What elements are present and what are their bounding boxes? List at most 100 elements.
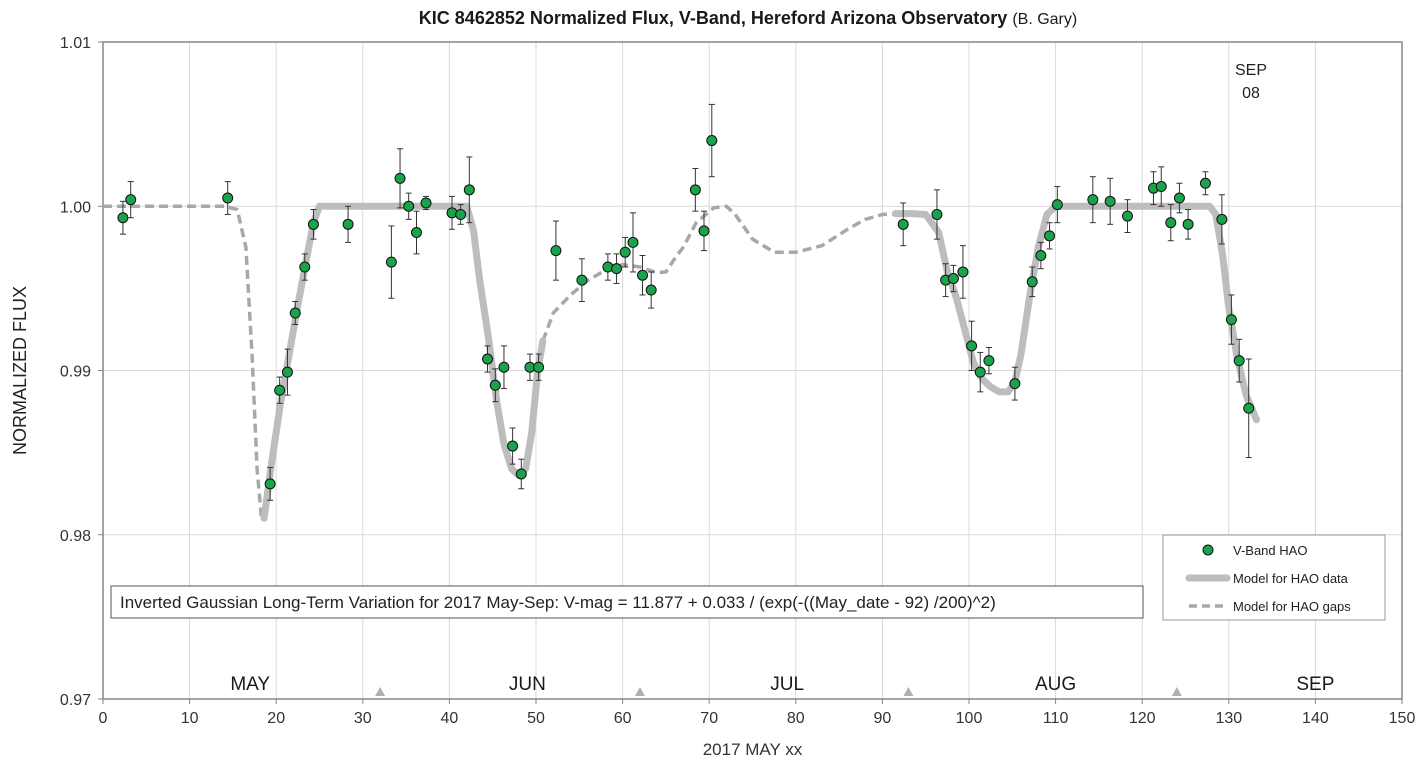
data-point xyxy=(947,273,959,285)
data-point xyxy=(455,208,467,220)
month-label: SEP xyxy=(1296,674,1334,695)
axes: 0 10 20 30 40 50 60 70 80 90 100 110 120 130 140 150 0.9… xyxy=(10,35,1415,759)
x-tick-label: 70 xyxy=(700,710,718,727)
data-point xyxy=(1243,402,1255,414)
data-point xyxy=(281,366,293,378)
data-point xyxy=(645,284,657,296)
data-point xyxy=(1225,314,1237,326)
data-point xyxy=(274,384,286,396)
legend-label: V-Band HAO xyxy=(1233,543,1307,558)
data-point xyxy=(698,225,710,237)
month-label: JUN xyxy=(509,674,546,695)
data-point xyxy=(342,218,354,230)
data-point xyxy=(957,266,969,278)
x-axis-label: 2017 MAY xx xyxy=(703,740,803,759)
data-point xyxy=(1044,230,1056,242)
month-label: JUL xyxy=(770,674,804,695)
model-data-curve xyxy=(891,202,1260,424)
model-gaps-curve xyxy=(103,204,264,519)
data-point xyxy=(1104,195,1116,207)
data-point xyxy=(637,269,649,281)
data-point xyxy=(550,245,562,257)
data-point xyxy=(482,353,494,365)
data-point xyxy=(1233,355,1245,367)
data-point xyxy=(1155,181,1167,193)
data-point xyxy=(576,274,588,286)
data-point xyxy=(1051,199,1063,211)
data-point xyxy=(931,208,943,220)
data-point xyxy=(689,184,701,196)
chart-title-main: KIC 8462852 Normalized Flux, V-Band, Her… xyxy=(419,8,1008,28)
month-label: MAY xyxy=(230,674,270,695)
data-point xyxy=(966,340,978,352)
x-tick-label: 20 xyxy=(267,710,285,727)
x-tick-label: 40 xyxy=(441,710,459,727)
data-point xyxy=(403,200,415,212)
legend-marker-points xyxy=(1202,544,1214,556)
data-point xyxy=(410,227,422,239)
data-point xyxy=(394,172,406,184)
x-tick-label: 10 xyxy=(181,710,199,727)
x-tick-label: 140 xyxy=(1302,710,1329,727)
data-points xyxy=(117,103,1255,501)
month-boundary-marker xyxy=(375,687,386,696)
data-point xyxy=(507,440,519,452)
x-tick-label: 90 xyxy=(874,710,892,727)
data-point xyxy=(222,192,234,204)
y-tick-label: 1.01 xyxy=(60,35,91,52)
legend-label: Model for HAO data xyxy=(1233,571,1349,586)
x-tick-label: 0 xyxy=(99,710,108,727)
data-point xyxy=(1182,218,1194,230)
chart-title-credit: (B. Gary) xyxy=(1012,11,1077,28)
data-point xyxy=(1026,276,1038,288)
data-point xyxy=(1165,217,1177,229)
y-tick-label: 0.98 xyxy=(60,528,91,545)
data-point xyxy=(515,468,527,480)
data-point xyxy=(498,361,510,373)
x-tick-label: 130 xyxy=(1215,710,1242,727)
model-gaps-curve xyxy=(541,204,896,342)
data-point xyxy=(117,212,129,224)
data-point xyxy=(627,236,639,248)
month-label: AUG xyxy=(1035,674,1076,695)
y-tick-label: 0.97 xyxy=(60,692,91,709)
x-tick-label: 120 xyxy=(1129,710,1156,727)
x-tick-label: 150 xyxy=(1389,710,1416,727)
data-point xyxy=(463,184,475,196)
data-point xyxy=(1087,194,1099,206)
y-axis-label: NORMALIZED FLUX xyxy=(10,286,30,455)
data-point xyxy=(983,355,995,367)
data-point xyxy=(611,263,623,275)
sep08-label: SEP xyxy=(1235,62,1267,79)
data-point xyxy=(385,256,397,268)
data-point xyxy=(264,478,276,490)
data-point xyxy=(706,135,718,147)
x-tick-label: 110 xyxy=(1043,710,1069,727)
y-tick-label: 1.00 xyxy=(60,199,91,216)
formula-box xyxy=(110,585,1144,619)
annotations: Inverted Gaussian Long-Term Variation fo… xyxy=(110,62,1267,619)
data-point xyxy=(1009,378,1021,390)
data-point xyxy=(1173,192,1185,204)
data-point xyxy=(533,361,545,373)
month-boundary-marker xyxy=(1171,687,1182,696)
data-point xyxy=(307,218,319,230)
x-tick-label: 30 xyxy=(354,710,372,727)
data-point xyxy=(897,218,909,230)
data-point xyxy=(1216,213,1228,225)
data-point xyxy=(489,379,501,391)
data-point xyxy=(1035,250,1047,262)
data-point xyxy=(1199,177,1211,189)
x-tick-label: 100 xyxy=(956,710,983,727)
data-point xyxy=(1121,210,1133,222)
data-point xyxy=(974,366,986,378)
month-boundary-marker xyxy=(634,687,645,696)
month-boundary-marker xyxy=(903,687,914,696)
month-markers: MAY JUN JUL AUG SEP xyxy=(230,674,1334,696)
legend-label: Model for HAO gaps xyxy=(1233,599,1351,614)
sep08-label: 08 xyxy=(1242,85,1260,102)
data-point xyxy=(299,261,311,273)
data-point xyxy=(420,197,432,209)
